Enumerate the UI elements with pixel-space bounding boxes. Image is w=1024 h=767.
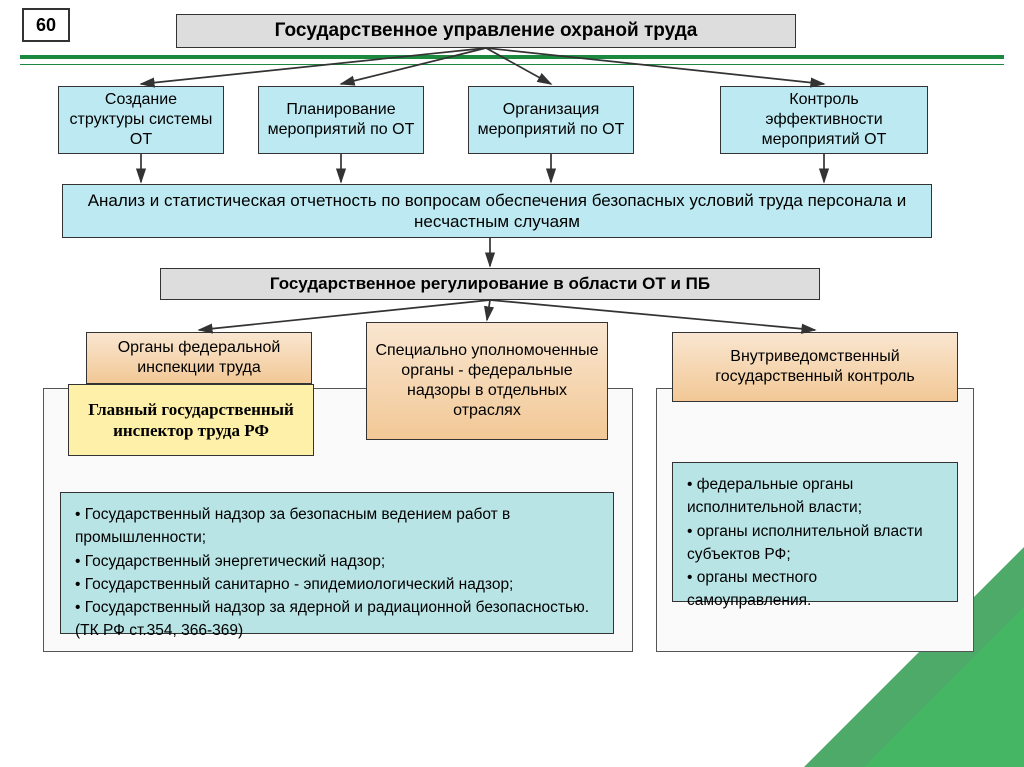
box-organization: Организация мероприятий по ОТ	[468, 86, 634, 154]
box-regulation: Государственное регулирование в области …	[160, 268, 820, 300]
main-title: Государственное управление охраной труда	[176, 14, 796, 48]
list-supervision: • Государственный надзор за безопасным в…	[60, 492, 614, 634]
green-divider	[20, 55, 1004, 65]
box-authorized-bodies: Специально уполномоченные органы - федер…	[366, 322, 608, 440]
list-authorities: • федеральные органы исполнительной влас…	[672, 462, 958, 602]
box-analysis: Анализ и статистическая отчетность по во…	[62, 184, 932, 238]
box-departmental-control: Внутриведомственный государственный конт…	[672, 332, 958, 402]
box-federal-inspection: Органы федеральной инспекции труда	[86, 332, 312, 384]
box-control: Контроль эффективности мероприятий ОТ	[720, 86, 928, 154]
box-chief-inspector: Главный государственный инспектор труда …	[68, 384, 314, 456]
box-planning: Планирование мероприятий по ОТ	[258, 86, 424, 154]
box-create-structure: Создание структуры системы ОТ	[58, 86, 224, 154]
slide-number: 60	[22, 8, 70, 42]
